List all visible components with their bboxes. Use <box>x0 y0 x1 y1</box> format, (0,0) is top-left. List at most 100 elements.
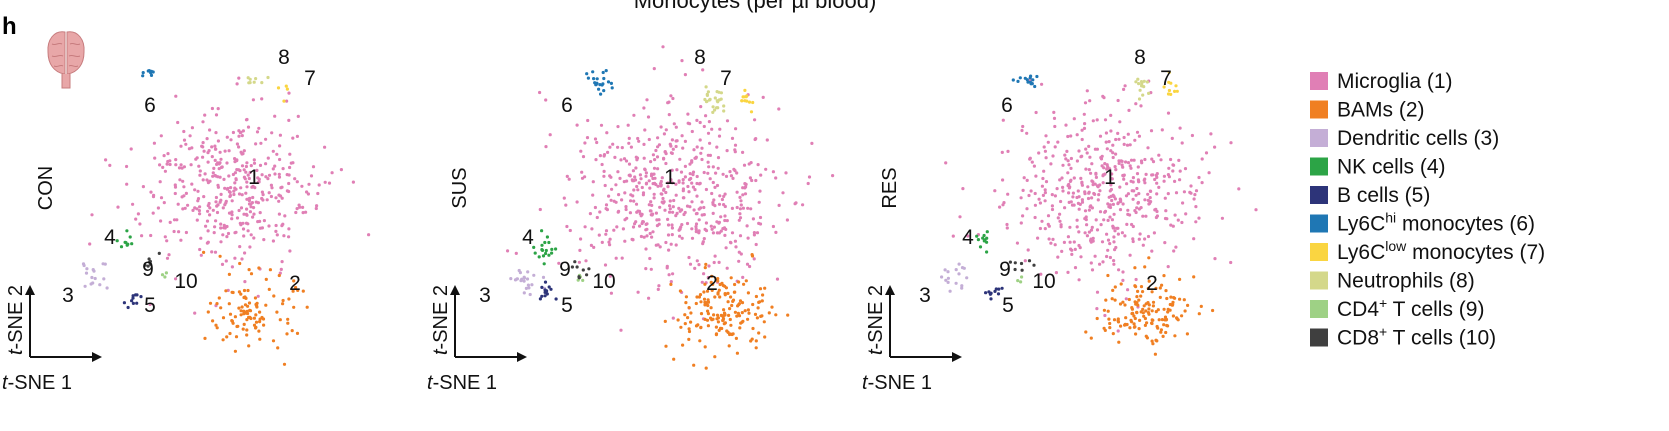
point-bams <box>1119 324 1123 328</box>
point-microglia <box>1075 218 1079 222</box>
point-bams <box>1162 323 1166 327</box>
point-bams <box>242 295 246 300</box>
point-microglia <box>695 259 699 263</box>
point-microglia <box>274 196 278 200</box>
point-microglia <box>665 266 669 270</box>
point-microglia <box>692 208 696 212</box>
point-bams <box>294 285 298 290</box>
legend-label: B cells (5) <box>1337 184 1430 207</box>
point-microglia <box>240 193 244 197</box>
point-b-cells <box>989 297 993 301</box>
cluster-label-7: 7 <box>304 67 316 90</box>
point-microglia <box>589 243 594 247</box>
point-microglia <box>216 107 220 111</box>
point-bams <box>713 295 717 299</box>
point-microglia <box>174 163 178 167</box>
point-b-cells <box>135 301 139 305</box>
point-ly6chi-monocytes <box>601 70 605 75</box>
point-microglia <box>771 224 776 229</box>
point-microglia <box>723 192 727 196</box>
point-nk-cells <box>119 245 124 249</box>
point-microglia <box>629 193 633 197</box>
point-nk-cells <box>125 229 129 233</box>
point-microglia <box>741 193 745 197</box>
point-microglia <box>1131 237 1135 241</box>
point-microglia <box>713 254 717 258</box>
point-microglia <box>1087 190 1091 194</box>
point-neutrophils <box>703 97 707 102</box>
point-microglia <box>1066 235 1070 239</box>
point-microglia <box>671 210 675 214</box>
point-microglia <box>245 161 249 165</box>
point-microglia <box>1169 157 1173 162</box>
tsne-axes <box>885 285 962 362</box>
point-microglia <box>644 181 649 185</box>
point-microglia <box>1137 237 1141 241</box>
point-microglia <box>742 163 747 167</box>
point-microglia <box>184 191 188 195</box>
point-microglia <box>274 223 278 228</box>
point-microglia <box>672 122 676 126</box>
point-microglia <box>708 153 713 157</box>
point-dendritic-cells <box>520 277 524 281</box>
point-microglia <box>172 218 177 222</box>
point-neutrophils <box>1136 77 1140 81</box>
point-bams <box>718 295 722 299</box>
legend-label: BAMs (2) <box>1337 99 1425 122</box>
point-microglia <box>681 196 686 200</box>
point-microglia <box>233 256 237 260</box>
cluster-label-5: 5 <box>1002 294 1014 317</box>
point-microglia <box>660 200 664 204</box>
point-microglia <box>1086 196 1091 201</box>
point-microglia <box>627 136 631 140</box>
point-bams <box>699 325 703 329</box>
point-cd8-t-cells <box>575 265 579 269</box>
point-microglia <box>216 139 220 143</box>
point-microglia <box>172 229 176 234</box>
point-microglia <box>166 159 170 164</box>
point-microglia <box>1137 134 1141 138</box>
point-microglia <box>246 173 250 177</box>
point-dendritic-cells <box>82 263 86 268</box>
point-microglia <box>725 149 729 153</box>
point-microglia <box>1071 191 1075 195</box>
point-microglia <box>688 205 692 209</box>
point-microglia <box>278 133 282 137</box>
point-microglia <box>90 213 94 217</box>
point-microglia <box>1015 241 1020 245</box>
point-bams <box>1162 307 1166 311</box>
point-bams <box>246 288 250 293</box>
point-microglia <box>198 169 202 173</box>
point-microglia <box>597 233 601 237</box>
point-microglia <box>609 198 613 202</box>
point-bams <box>726 291 730 295</box>
point-microglia <box>218 200 222 204</box>
point-nk-cells <box>982 233 986 238</box>
point-microglia <box>754 137 758 141</box>
point-bams <box>247 301 252 305</box>
point-microglia <box>607 194 611 198</box>
point-nk-cells <box>550 247 554 251</box>
point-microglia <box>311 165 316 169</box>
point-microglia <box>1135 186 1139 191</box>
point-dendritic-cells <box>946 280 950 284</box>
point-neutrophils <box>254 77 258 81</box>
point-bams <box>757 331 761 335</box>
point-microglia <box>1005 222 1009 227</box>
point-microglia <box>1109 177 1113 181</box>
point-microglia <box>1095 147 1099 151</box>
point-microglia <box>1121 270 1125 274</box>
point-microglia <box>801 203 805 207</box>
point-microglia <box>282 234 286 238</box>
point-ly6chi-monocytes <box>1031 78 1035 82</box>
point-microglia <box>666 233 671 237</box>
point-bams <box>1130 306 1134 310</box>
point-microglia <box>737 250 741 254</box>
point-microglia <box>724 174 729 178</box>
point-bams <box>756 306 760 310</box>
point-microglia <box>260 190 264 194</box>
point-ly6clow-monocytes <box>743 88 747 92</box>
point-microglia <box>604 207 608 211</box>
point-bams <box>767 311 771 315</box>
point-dendritic-cells <box>948 289 952 293</box>
